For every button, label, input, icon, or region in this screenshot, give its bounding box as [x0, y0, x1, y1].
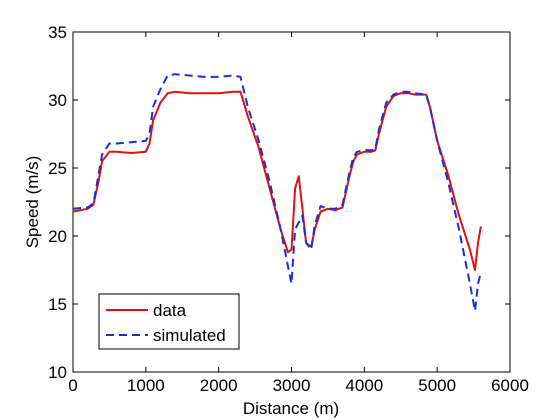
x-tick-label: 2000	[200, 376, 238, 395]
series-line-data	[72, 90, 482, 271]
y-tick-label: 10	[48, 363, 67, 382]
x-tick-label: 5000	[418, 376, 456, 395]
x-tick-label: 4000	[345, 376, 383, 395]
legend-label-data: data	[153, 301, 187, 320]
y-tick-label: 30	[48, 91, 67, 110]
legend-box	[98, 293, 240, 350]
x-tick-label: 1000	[127, 376, 165, 395]
x-tick-label: 6000	[491, 376, 529, 395]
series-line-simulated	[72, 73, 482, 312]
x-tick-label: 3000	[273, 376, 311, 395]
y-tick-label: 20	[48, 227, 67, 246]
series-lines	[72, 73, 482, 312]
x-tick-label: 0	[68, 376, 77, 395]
x-axis-label: Distance (m)	[243, 399, 339, 418]
y-tick-label: 15	[48, 295, 67, 314]
y-tick-label: 35	[48, 23, 67, 42]
y-axis-label: Speed (m/s)	[23, 156, 42, 249]
legend-label-simulated: simulated	[153, 326, 226, 345]
legend: data simulated	[98, 293, 240, 350]
y-tick-label: 25	[48, 159, 67, 178]
axis-ticks: 0 1000 2000 3000 4000 5000 6000 10 15 20 25 30 35	[48, 23, 529, 395]
